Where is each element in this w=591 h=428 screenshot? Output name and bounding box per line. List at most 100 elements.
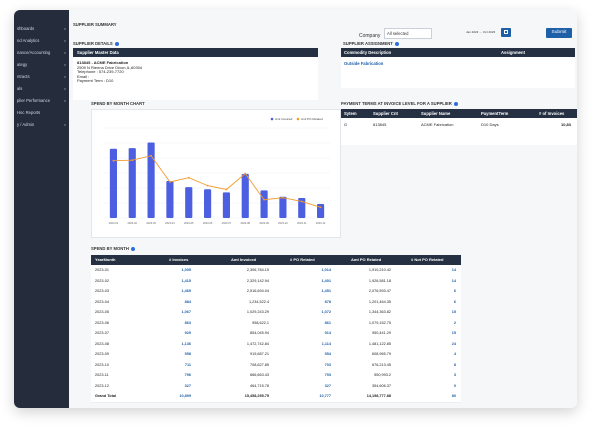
point-amt-po-related[interactable] [169, 181, 171, 183]
table-cell[interactable]: 793 [324, 373, 331, 377]
table-cell[interactable]: 796 [184, 373, 191, 377]
chevron-down-icon: v [64, 26, 66, 31]
bar-amt-invoiced[interactable] [147, 142, 155, 218]
sidebar-item[interactable]: nance/Accounting v [14, 48, 69, 57]
table-cell[interactable]: 0 [453, 383, 456, 388]
table-cell[interactable]: 24 [451, 341, 456, 346]
point-amt-po-related[interactable] [112, 159, 115, 162]
table-cell[interactable]: 14 [451, 278, 456, 283]
sidebar-item[interactable]: ntracts v [14, 72, 69, 81]
table-cell[interactable]: 861 [324, 320, 331, 325]
table-cell: 950,441.29 [371, 331, 391, 335]
table-cell[interactable]: 1,415 [181, 278, 191, 283]
table-cell[interactable]: 80 [451, 394, 456, 398]
point-amt-po-related[interactable] [319, 206, 322, 209]
bar-amt-invoiced[interactable] [166, 180, 174, 218]
sidebar-item[interactable]: shboards v [14, 24, 69, 33]
page-title: SUPPLIER SUMMARY [73, 22, 117, 27]
point-amt-po-related[interactable] [282, 196, 284, 199]
table-cell: 1,029,243.29 [246, 310, 269, 314]
sidebar-item[interactable]: als v [14, 84, 69, 93]
company-select[interactable]: All selected [384, 28, 432, 39]
table-cell[interactable]: 1,072 [321, 310, 331, 314]
supplier-info: 813845 - ACME Fabrication 2509 N Rienna … [77, 60, 142, 84]
table-cell[interactable]: 6 [453, 299, 456, 304]
table-cell: 354,606.37 [371, 383, 391, 388]
bar-amt-invoiced[interactable] [204, 189, 212, 218]
bar-amt-invoiced[interactable] [298, 198, 306, 218]
table-cell[interactable]: 863 [184, 320, 191, 325]
table-cell[interactable]: 8 [453, 362, 456, 367]
bar-amt-invoiced[interactable] [222, 192, 230, 218]
table-cell[interactable]: 929 [184, 331, 191, 335]
table-cell[interactable]: 1,114 [321, 341, 331, 346]
legend-label[interactable]: Amt Invoiced [275, 117, 293, 121]
sidebar-item[interactable]: Hoc Reports [14, 108, 69, 117]
table-cell[interactable]: 6 [453, 289, 456, 293]
table-cell[interactable]: 1,005 [181, 268, 191, 272]
table-cell[interactable]: 878 [324, 299, 331, 304]
sidebar-item[interactable]: plier Performance v [14, 96, 69, 105]
legend-label[interactable]: Amt PO Related [301, 117, 323, 121]
table-cell[interactable]: 1,136 [181, 341, 191, 346]
pt-system: G [344, 122, 348, 127]
point-amt-po-related[interactable] [131, 159, 134, 162]
point-amt-po-related[interactable] [300, 200, 303, 203]
table-cell[interactable]: 554 [324, 352, 331, 356]
point-amt-po-related[interactable] [150, 154, 152, 157]
info-icon[interactable] [453, 101, 458, 106]
sidebar-item[interactable]: nd Analytics v [14, 36, 69, 45]
table-cell[interactable]: 703 [324, 362, 331, 367]
table-cell[interactable]: 711 [184, 362, 191, 367]
table-cell[interactable]: 1,401 [321, 278, 331, 283]
table-cell[interactable]: 327 [324, 383, 331, 388]
bar-amt-invoiced[interactable] [128, 148, 136, 218]
table-cell: 2,516,694.04 [246, 289, 269, 293]
table-cell[interactable]: 10,899 [179, 394, 191, 398]
table-cell[interactable]: 15 [451, 310, 456, 314]
bar-amt-invoiced[interactable] [317, 204, 325, 218]
point-amt-po-related[interactable] [187, 176, 190, 179]
table-cell[interactable]: 2 [453, 320, 456, 325]
bar-amt-invoiced[interactable] [241, 173, 249, 218]
date-range-field[interactable]: Jan 2023 → Oct 2023 [466, 30, 496, 34]
table-cell[interactable]: 4 [453, 352, 456, 356]
table-cell: 2,306,784.15 [246, 268, 269, 272]
table-cell[interactable]: 558 [184, 352, 191, 356]
table-cell[interactable]: 1,451 [321, 289, 331, 293]
point-amt-po-related[interactable] [263, 198, 265, 201]
info-icon[interactable] [394, 41, 399, 46]
col-yearmonth: YearMonth [95, 257, 116, 262]
calendar-button[interactable] [501, 28, 511, 37]
table-cell: 1,926,581.18 [368, 278, 391, 283]
assignment-col: Assignment [501, 50, 525, 55]
bar-amt-invoiced[interactable] [185, 187, 193, 218]
table-cell[interactable]: 1,469 [181, 289, 191, 293]
table-cell[interactable]: 10,777 [319, 394, 331, 398]
chevron-down-icon: v [64, 38, 66, 43]
info-icon[interactable] [130, 246, 135, 251]
table-cell[interactable]: 1,067 [181, 310, 191, 314]
table-cell[interactable]: 884 [184, 299, 191, 304]
point-amt-po-related[interactable] [206, 184, 209, 187]
col-payment-term: PaymentTerm [481, 111, 509, 116]
bar-amt-invoiced[interactable] [109, 148, 117, 218]
table-cell[interactable]: 15 [451, 331, 456, 335]
sidebar-item[interactable]: ategy v [14, 60, 69, 69]
commodity-value[interactable]: Outside Fabrication [344, 61, 384, 66]
bar-amt-invoiced[interactable] [260, 190, 268, 218]
info-icon[interactable] [114, 41, 119, 46]
table-cell: 1,234,522.4 [248, 299, 269, 304]
table-cell[interactable]: 1,014 [321, 268, 331, 272]
sidebar-item[interactable]: y / Admin v [14, 120, 69, 129]
submit-button[interactable]: Submit [546, 28, 572, 38]
table-cell[interactable]: 327 [184, 383, 191, 388]
point-amt-po-related[interactable] [244, 172, 247, 175]
table-cell[interactable]: 14 [451, 268, 456, 272]
bar-amt-invoiced[interactable] [279, 196, 287, 218]
table-cell[interactable]: 3 [453, 373, 456, 377]
table-cell[interactable]: 914 [324, 331, 331, 335]
spend-by-month-title-text: SPEND BY MONTH [91, 246, 129, 251]
app-window: shboards v nd Analytics v nance/Accounting v a… [14, 10, 577, 408]
point-amt-po-related[interactable] [225, 188, 228, 191]
